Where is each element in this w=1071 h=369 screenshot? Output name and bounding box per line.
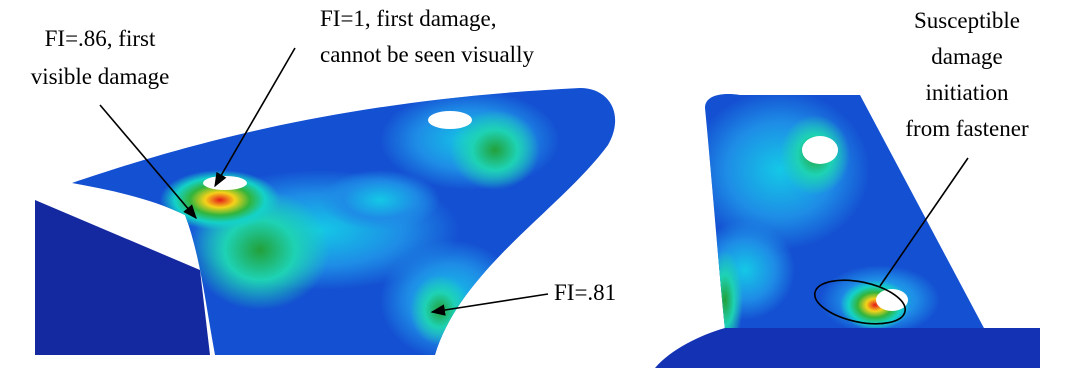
figure: FI=.86, first visible damage FI=1, first…: [0, 0, 1071, 369]
annotation: FI=.81: [554, 280, 616, 305]
left-model: [35, 88, 615, 360]
annotation: Susceptible: [914, 8, 1020, 33]
annotation: visible damage: [31, 64, 170, 89]
annotation: FI=.86, first: [45, 26, 156, 51]
annotation: cannot be seen visually: [320, 42, 534, 67]
annotation: FI=1, first damage,: [320, 6, 497, 31]
annotation: damage: [931, 44, 1003, 69]
annotation: from fastener: [905, 116, 1029, 141]
annotation: initiation: [925, 80, 1009, 105]
